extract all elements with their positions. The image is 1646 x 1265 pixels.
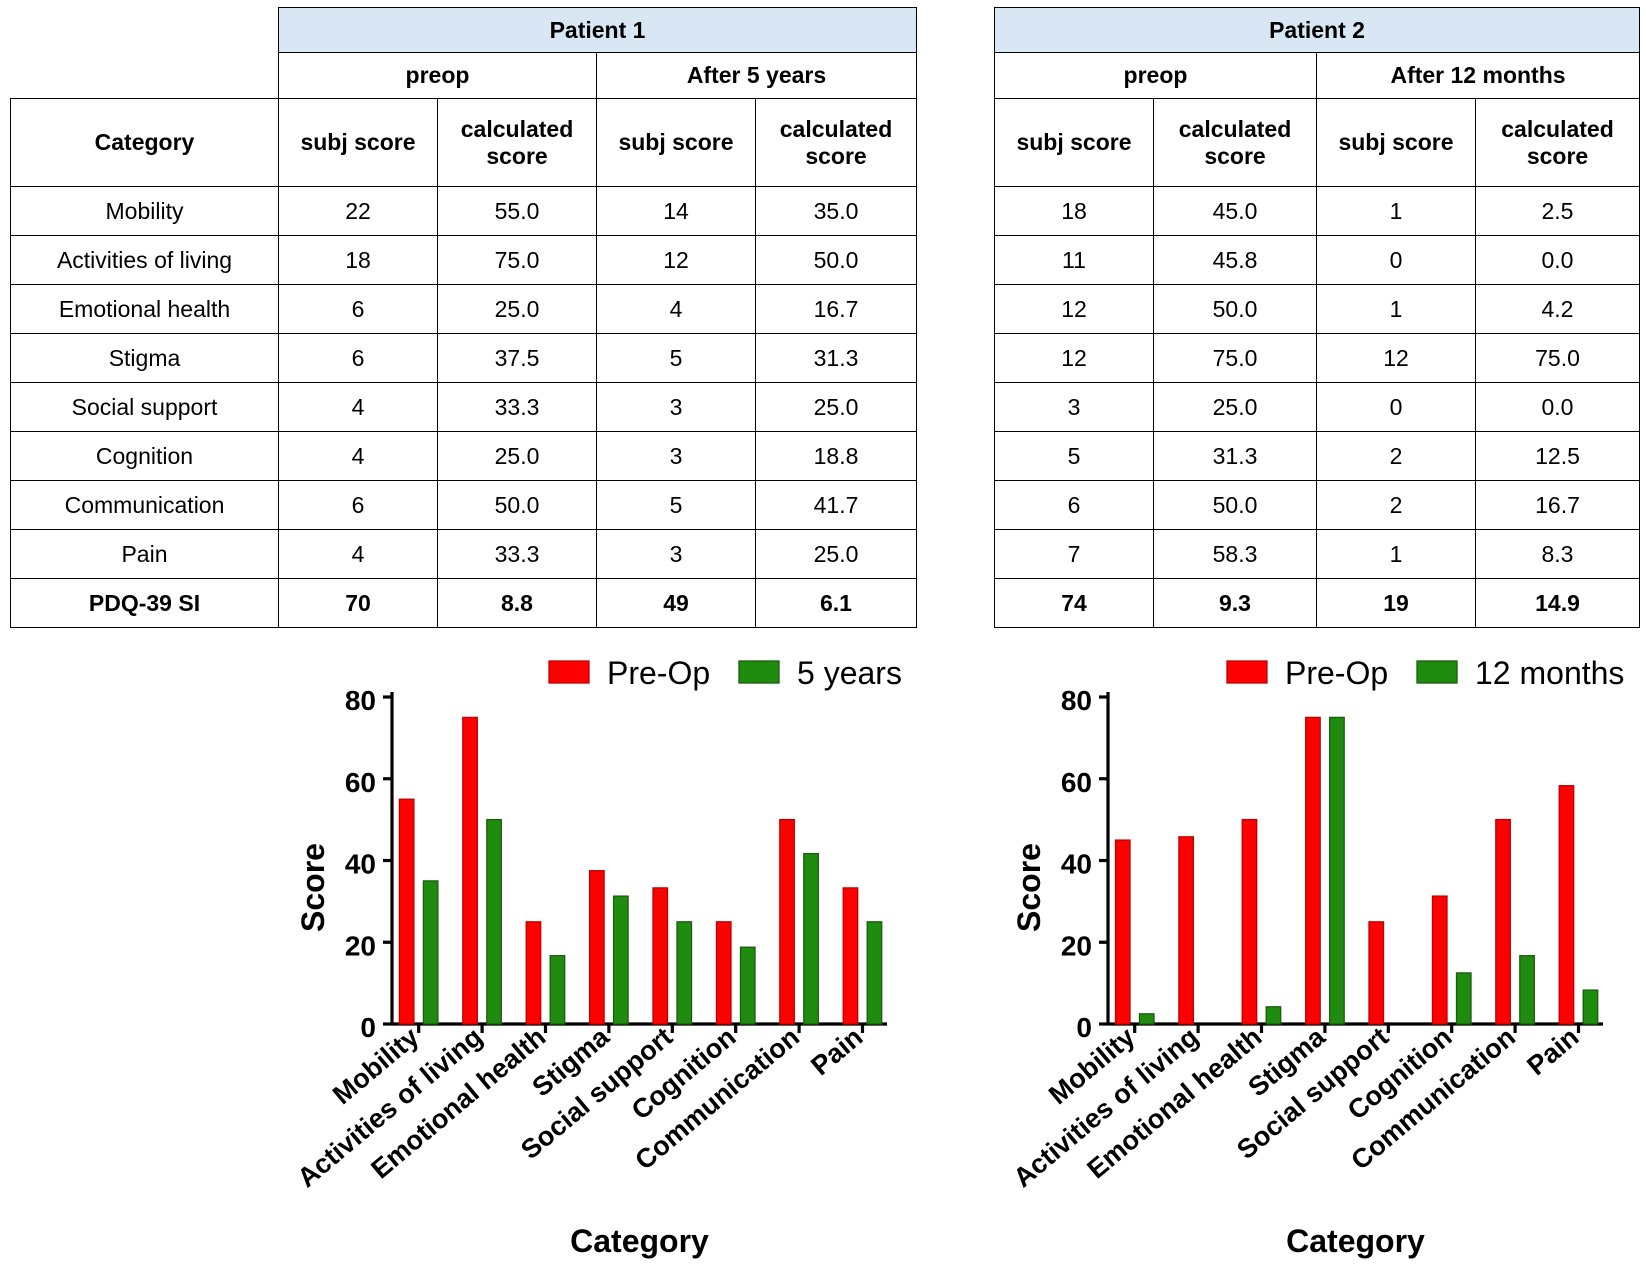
svg-text:40: 40 (1061, 849, 1092, 880)
svg-text:20: 20 (1061, 930, 1092, 961)
svg-text:12 months: 12 months (1475, 655, 1624, 691)
svg-text:40: 40 (345, 849, 376, 880)
svg-text:80: 80 (345, 685, 376, 716)
svg-text:Score: Score (1011, 843, 1047, 932)
svg-text:0: 0 (1076, 1012, 1092, 1043)
svg-text:Pain: Pain (1521, 1022, 1584, 1082)
svg-text:Pre-Op: Pre-Op (607, 655, 710, 691)
svg-text:60: 60 (1061, 767, 1092, 798)
svg-text:80: 80 (1061, 685, 1092, 716)
svg-text:Category: Category (1286, 1223, 1425, 1259)
svg-text:60: 60 (345, 767, 376, 798)
svg-text:Pre-Op: Pre-Op (1285, 655, 1388, 691)
svg-text:20: 20 (345, 930, 376, 961)
svg-text:Category: Category (570, 1223, 709, 1259)
svg-text:5 years: 5 years (797, 655, 902, 691)
svg-text:Pain: Pain (805, 1022, 868, 1082)
svg-text:Score: Score (295, 843, 331, 932)
svg-text:0: 0 (360, 1012, 376, 1043)
